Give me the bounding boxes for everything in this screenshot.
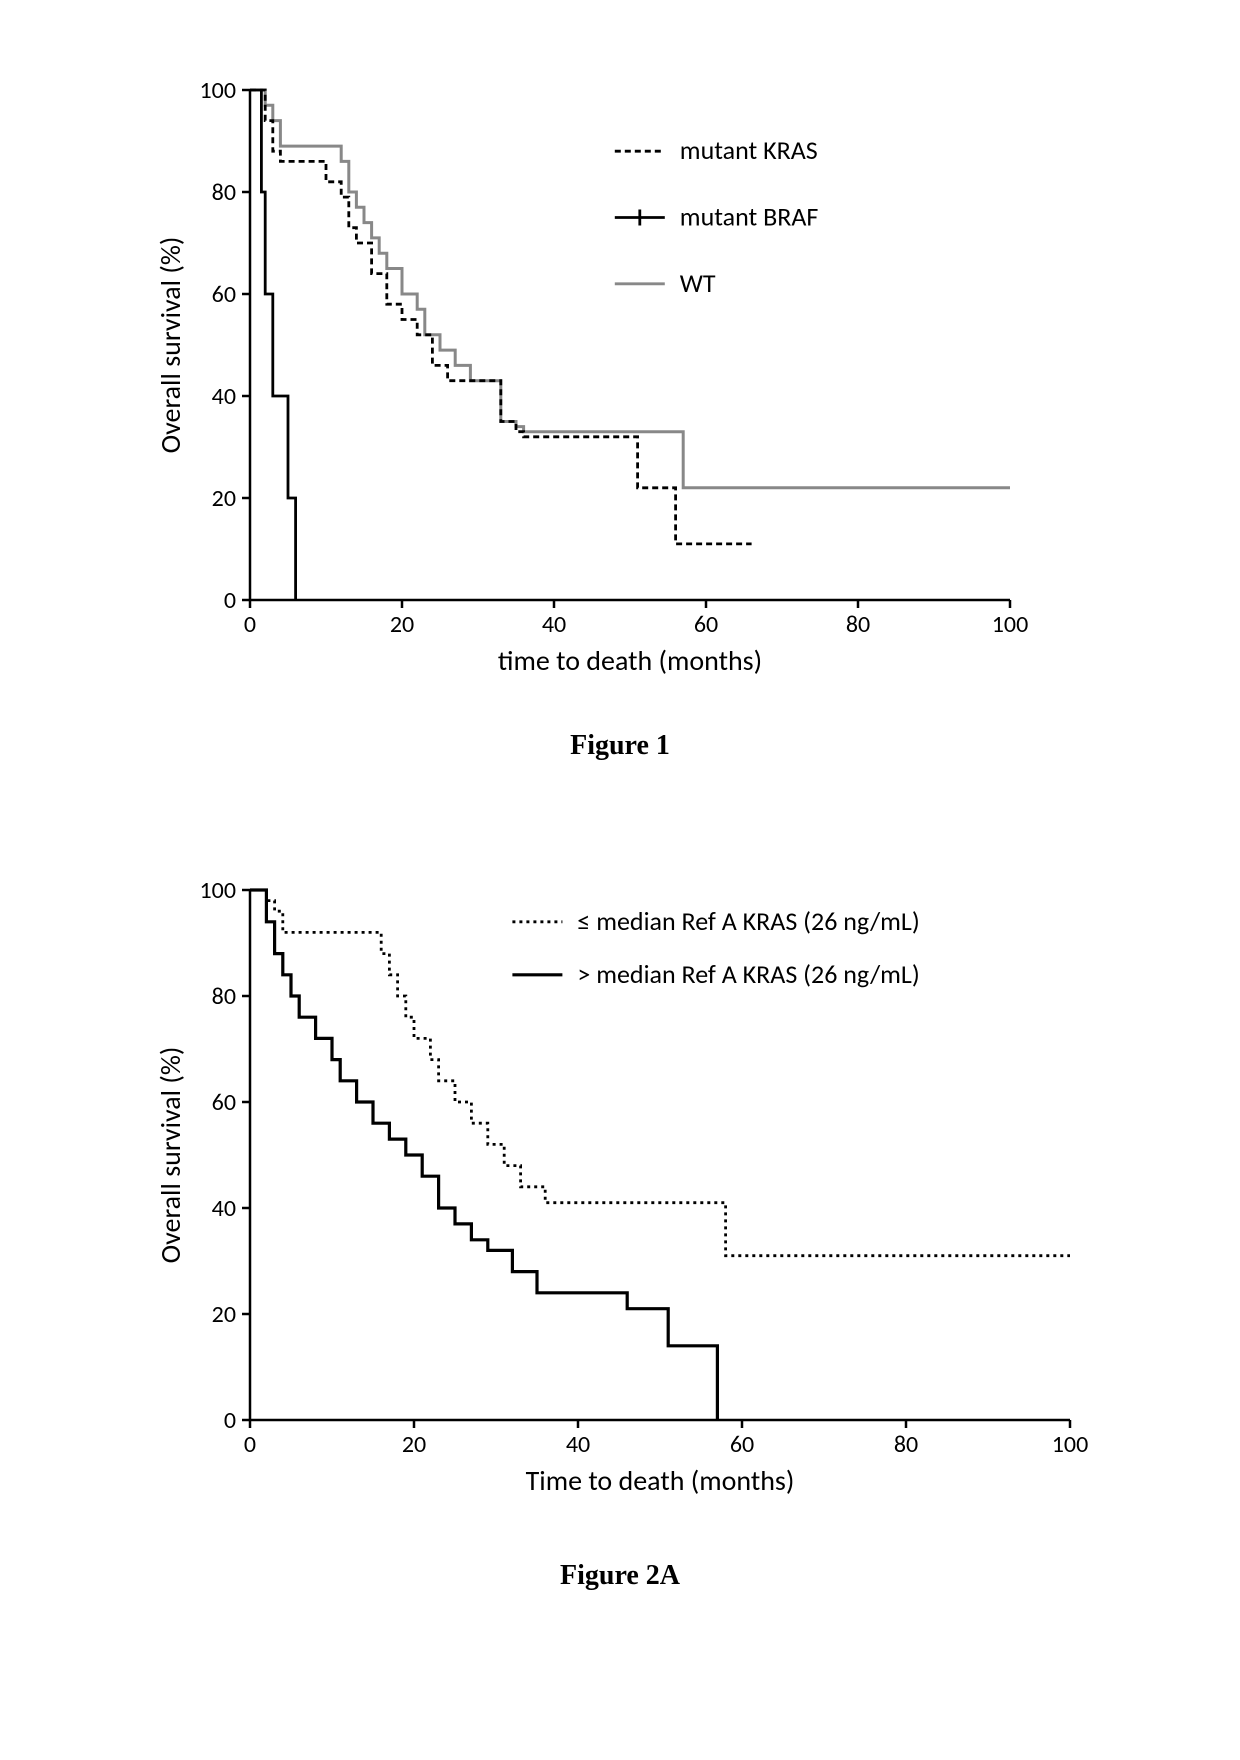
svg-text:60: 60 — [694, 610, 718, 639]
svg-text:100: 100 — [200, 76, 237, 105]
svg-text:Time to death (months): Time to death (months) — [526, 1463, 795, 1498]
svg-text:WT: WT — [680, 267, 716, 299]
svg-text:80: 80 — [846, 610, 870, 639]
svg-text:0: 0 — [224, 1406, 236, 1435]
svg-text:mutant KRAS: mutant KRAS — [680, 134, 818, 166]
svg-text:0: 0 — [244, 1430, 256, 1459]
figure1-chart: 0 20 40 60 80 100 0 20 40 60 80 100 time to death (m… — [140, 70, 1040, 690]
svg-text:60: 60 — [212, 1088, 236, 1117]
svg-text:20: 20 — [212, 484, 236, 513]
svg-text:40: 40 — [542, 610, 566, 639]
svg-text:20: 20 — [390, 610, 414, 639]
figure1-caption: Figure 1 — [0, 730, 1240, 762]
figure2a-chart: 0 20 40 60 80 100 0 20 40 60 80 100 Time to death (m… — [140, 870, 1100, 1510]
svg-text:20: 20 — [212, 1300, 236, 1329]
svg-text:60: 60 — [212, 280, 236, 309]
svg-text:80: 80 — [212, 982, 236, 1011]
svg-text:Overall survival (%): Overall survival (%) — [153, 1047, 188, 1264]
svg-text:40: 40 — [566, 1430, 590, 1459]
svg-text:0: 0 — [244, 610, 256, 639]
svg-text:60: 60 — [730, 1430, 754, 1459]
svg-text:Overall survival (%): Overall survival (%) — [153, 237, 188, 454]
svg-text:40: 40 — [212, 1194, 236, 1223]
svg-text:mutant BRAF: mutant BRAF — [680, 201, 819, 233]
svg-text:20: 20 — [402, 1430, 426, 1459]
svg-text:100: 100 — [200, 876, 237, 905]
svg-text:100: 100 — [992, 610, 1029, 639]
svg-text:time to death (months): time to death (months) — [498, 643, 762, 678]
svg-text:80: 80 — [894, 1430, 918, 1459]
svg-text:0: 0 — [224, 586, 236, 615]
svg-text:≤ median Ref A KRAS (26 ng/mL): ≤ median Ref A KRAS (26 ng/mL) — [577, 905, 919, 937]
svg-text:80: 80 — [212, 178, 236, 207]
svg-text:> median Ref A KRAS (26 ng/mL): > median Ref A KRAS (26 ng/mL) — [577, 958, 919, 990]
figure2a-caption: Figure 2A — [0, 1560, 1240, 1592]
svg-text:40: 40 — [212, 382, 236, 411]
svg-text:100: 100 — [1052, 1430, 1089, 1459]
